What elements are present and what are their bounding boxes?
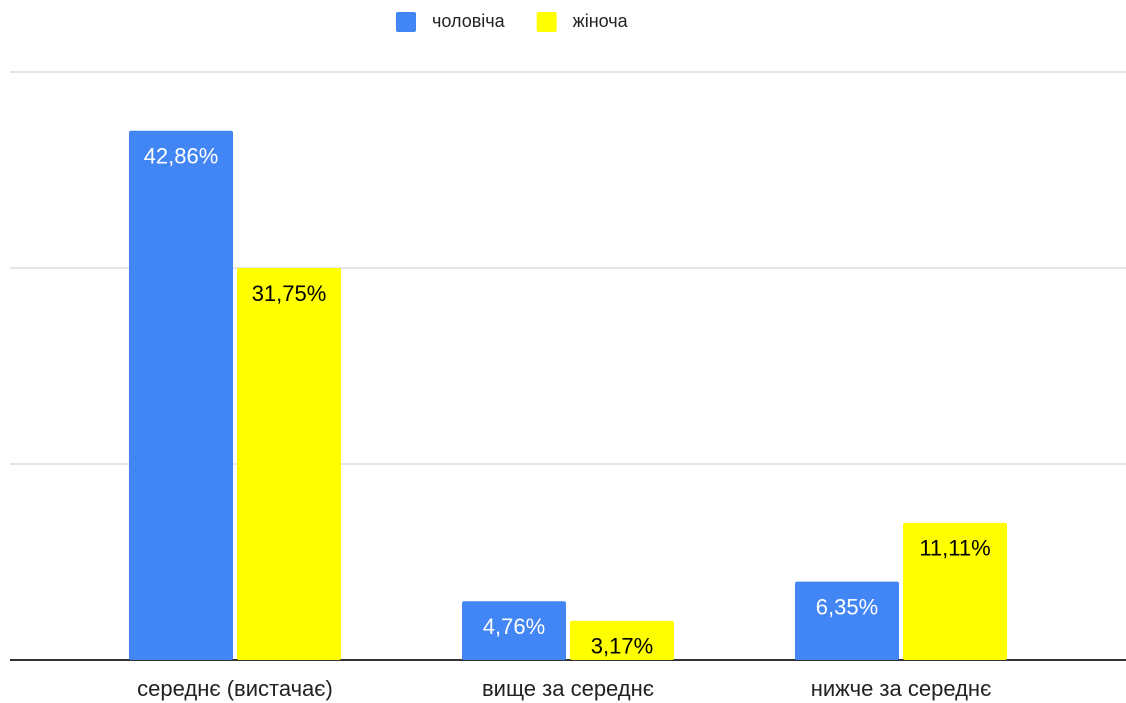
- x-tick-label: середнє (вистачає): [137, 676, 333, 701]
- legend-label: чоловіча: [432, 11, 506, 31]
- bar: [903, 522, 1007, 660]
- bar: [129, 130, 233, 661]
- x-tick-label: нижче за середнє: [811, 676, 992, 701]
- legend-swatch: [396, 12, 416, 32]
- bar: [570, 620, 674, 660]
- legend-label: жіноча: [573, 11, 629, 31]
- legend-swatch: [536, 12, 557, 32]
- bar: [462, 601, 566, 660]
- value-label: 6,35%: [816, 594, 878, 619]
- value-label: 31,75%: [252, 281, 327, 306]
- value-label: 3,17%: [591, 634, 653, 659]
- bar: [795, 581, 899, 660]
- value-label: 4,76%: [483, 614, 545, 639]
- bar: [237, 267, 341, 660]
- value-label: 11,11%: [919, 536, 990, 561]
- x-tick-label: вище за середнє: [482, 676, 654, 701]
- value-label: 42,86%: [144, 144, 219, 169]
